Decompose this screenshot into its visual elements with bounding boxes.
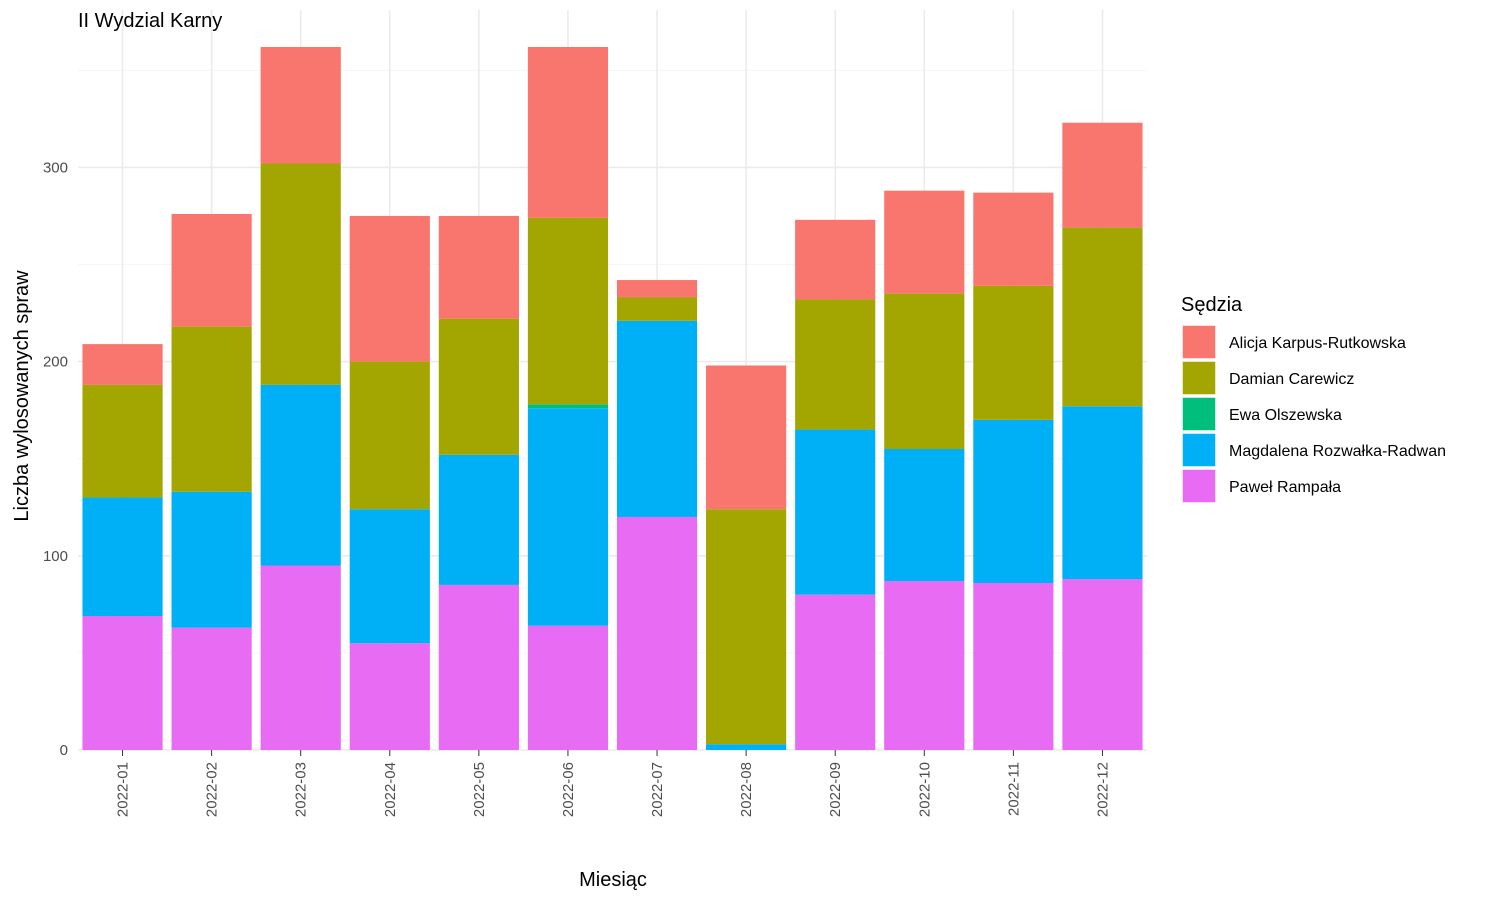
bar-segment bbox=[616, 516, 698, 750]
bar-segment bbox=[527, 404, 609, 409]
bar-segment bbox=[171, 491, 252, 628]
bar-segment bbox=[260, 163, 341, 385]
bar-segment bbox=[706, 365, 787, 510]
bar-segment bbox=[1062, 579, 1143, 750]
x-tick-label: 2022-11 bbox=[1005, 762, 1022, 816]
bars bbox=[82, 46, 1143, 750]
x-tick-label: 2022-09 bbox=[827, 762, 844, 817]
bar-segment bbox=[349, 215, 430, 362]
bar-segment bbox=[527, 625, 609, 750]
bar-segment bbox=[795, 299, 876, 430]
y-tick-label: 0 bbox=[60, 742, 68, 759]
bar-segment bbox=[82, 497, 163, 617]
bar-segment bbox=[706, 509, 787, 745]
bar-segment bbox=[884, 293, 965, 449]
bar-segment bbox=[349, 643, 430, 750]
bar-segment bbox=[795, 429, 876, 595]
legend-swatch bbox=[1181, 360, 1217, 396]
x-tick-label: 2022-02 bbox=[204, 762, 221, 817]
y-axis-title: Liczba wylosowanych spraw bbox=[11, 270, 33, 522]
bar-segment bbox=[973, 582, 1054, 750]
bar-segment bbox=[1062, 122, 1143, 228]
bar-segment bbox=[973, 419, 1054, 583]
bar-segment bbox=[260, 384, 341, 566]
x-tick-label: 2022-05 bbox=[471, 762, 488, 817]
x-tick-label: 2022-03 bbox=[293, 762, 310, 817]
bar-segment bbox=[82, 384, 163, 498]
bar-segment bbox=[884, 448, 965, 582]
bar-segment bbox=[973, 285, 1054, 420]
legend-label: Ewa Olszewska bbox=[1229, 407, 1342, 424]
y-axis-ticks: 0 100 200 300 bbox=[43, 159, 68, 759]
x-tick-label: 2022-10 bbox=[916, 762, 933, 817]
x-axis-title: Miesiąc bbox=[579, 869, 647, 891]
y-tick-label: 100 bbox=[43, 548, 68, 565]
bar-segment bbox=[438, 584, 519, 750]
x-axis-ticks: 2022-01 2022-02 2022-03 2022-04 2022-05 2022-… bbox=[115, 750, 1111, 817]
x-tick-label: 2022-12 bbox=[1094, 762, 1111, 817]
bar-segment bbox=[884, 581, 965, 750]
bar-segment bbox=[1062, 227, 1143, 407]
y-tick-label: 200 bbox=[43, 354, 68, 371]
bar-segment bbox=[171, 326, 252, 492]
legend: Sędzia Alicja Karpus-Rutkowska Damian Car… bbox=[1181, 294, 1446, 504]
bar-segment bbox=[527, 217, 609, 405]
x-tick-label: 2022-06 bbox=[560, 762, 577, 817]
bar-segment bbox=[438, 318, 519, 455]
bar-segment bbox=[349, 361, 430, 510]
bar-segment bbox=[706, 744, 787, 750]
bar-segment bbox=[438, 215, 519, 319]
legend-swatch bbox=[1181, 468, 1217, 504]
chart-title: II Wydzial Karny bbox=[78, 10, 222, 32]
x-tick-label: 2022-07 bbox=[649, 762, 666, 817]
bar-segment bbox=[171, 627, 252, 750]
bar-segment bbox=[82, 344, 163, 385]
bar-segment bbox=[884, 190, 965, 294]
x-tick-label: 2022-04 bbox=[382, 762, 399, 817]
legend-label: Paweł Rampała bbox=[1229, 479, 1341, 496]
legend-swatch bbox=[1181, 396, 1217, 432]
bar-segment bbox=[616, 280, 698, 298]
legend-swatch bbox=[1181, 432, 1217, 468]
legend-label: Damian Carewicz bbox=[1229, 371, 1354, 388]
bar-segment bbox=[973, 192, 1054, 286]
bar-segment bbox=[260, 565, 341, 750]
bar-segment bbox=[260, 46, 341, 164]
bar-segment bbox=[82, 616, 163, 750]
y-tick-label: 300 bbox=[43, 159, 68, 176]
legend-title: Sędzia bbox=[1181, 294, 1243, 316]
bar-segment bbox=[616, 320, 698, 517]
bar-segment bbox=[795, 594, 876, 750]
bar-segment bbox=[171, 214, 252, 327]
bar-segment bbox=[527, 408, 609, 626]
bar-segment bbox=[616, 297, 698, 321]
bar-segment bbox=[527, 46, 609, 218]
x-tick-label: 2022-08 bbox=[738, 762, 755, 817]
bar-segment bbox=[795, 219, 876, 300]
legend-label: Alicja Karpus-Rutkowska bbox=[1229, 335, 1406, 352]
x-tick-label: 2022-01 bbox=[115, 762, 132, 817]
legend-label: Magdalena Rozwałka-Radwan bbox=[1229, 443, 1446, 460]
bar-segment bbox=[349, 509, 430, 644]
bar-segment bbox=[438, 454, 519, 585]
bar-segment bbox=[1062, 406, 1143, 580]
legend-swatch bbox=[1181, 324, 1217, 360]
